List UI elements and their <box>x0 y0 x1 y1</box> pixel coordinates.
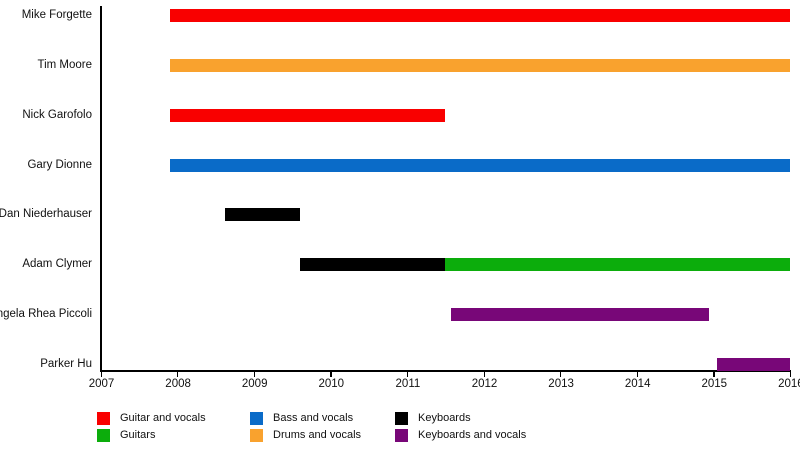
x-tick <box>406 371 409 377</box>
x-tick <box>636 371 639 377</box>
member-label: Dan Niederhauser <box>0 208 92 221</box>
timeline-bar <box>170 108 446 122</box>
legend-swatch <box>97 428 110 442</box>
legend-swatch <box>250 411 263 425</box>
x-tick-label: 2013 <box>548 377 574 390</box>
x-tick-label: 2010 <box>318 377 345 390</box>
member-label: Nick Garofolo <box>22 108 92 121</box>
member-label: Parker Hu <box>40 357 92 370</box>
x-tick-label: 2016 <box>778 377 800 390</box>
legend-label: Bass and vocals <box>273 412 354 424</box>
member-label: Angela Rhea Piccoli <box>0 308 92 321</box>
x-tick-label: 2012 <box>471 377 498 390</box>
legend-label: Keyboards <box>418 412 471 424</box>
timeline-bar <box>224 208 300 222</box>
x-tick <box>330 371 332 377</box>
member-label: Gary Dionne <box>27 158 92 171</box>
legend: Guitar and vocals Guitars Bass and vocals D… <box>0 405 800 450</box>
legend-swatch <box>97 411 110 425</box>
timeline-bar <box>717 357 790 371</box>
legend-swatch <box>395 428 408 442</box>
legend-label: Keyboards and vocals <box>418 429 527 441</box>
x-tick <box>789 371 792 377</box>
legend-swatch <box>250 428 263 442</box>
member-label: Adam Clymer <box>22 258 92 271</box>
x-tick <box>483 371 485 377</box>
y-axis-line <box>100 6 102 371</box>
member-label: Tim Moore <box>37 58 92 71</box>
timeline-bar <box>170 9 790 22</box>
timeline-bar <box>451 308 709 322</box>
x-tick-label: 2014 <box>624 377 651 390</box>
member-label: Mike Forgette <box>21 9 92 21</box>
x-tick-label: 2011 <box>395 377 421 390</box>
legend-swatch <box>395 411 408 425</box>
legend-label: Guitars <box>120 429 156 441</box>
x-tick-label: 2009 <box>241 377 268 390</box>
x-tick <box>177 371 179 377</box>
x-tick-label: 2015 <box>701 377 728 390</box>
legend-label: Drums and vocals <box>273 429 362 441</box>
x-tick <box>713 371 715 377</box>
x-tick <box>100 371 102 377</box>
x-tick <box>560 371 562 377</box>
timeline-bar <box>170 158 790 172</box>
plot-area: Mike Forgette Tim Moore Nick Garofolo Gary … <box>0 6 800 390</box>
timeline-bar <box>445 258 790 272</box>
legend-label: Guitar and vocals <box>120 412 206 424</box>
x-tick-label: 2007 <box>88 377 115 390</box>
x-tick <box>253 371 256 377</box>
x-axis-line <box>100 370 791 372</box>
x-tick-label: 2008 <box>165 377 191 390</box>
timeline-bar <box>299 258 446 272</box>
timeline-bar <box>170 58 790 72</box>
